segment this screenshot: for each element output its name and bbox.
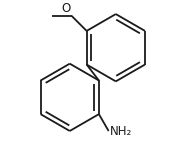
Text: O: O (62, 2, 71, 15)
Text: NH₂: NH₂ (110, 125, 132, 138)
